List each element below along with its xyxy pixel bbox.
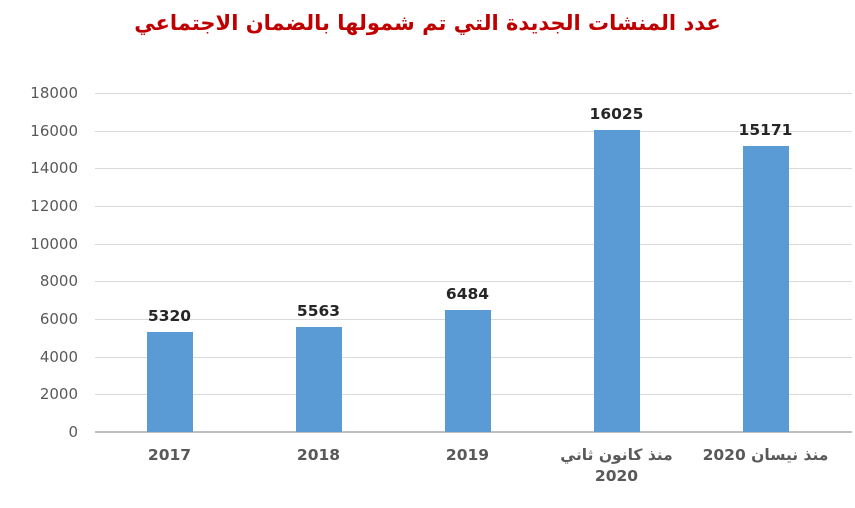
- gridline: [95, 281, 852, 283]
- bar-column: 16025: [542, 93, 691, 432]
- gridline: [95, 93, 852, 94]
- bar-منذ نيسان 2020: [742, 146, 789, 432]
- x-tick-label-line: منذ نيسان 2020: [702, 446, 829, 464]
- x-tick-label-line: 2018: [296, 446, 341, 464]
- y-tick-label: 10000: [30, 234, 78, 253]
- y-tick-label: 14000: [30, 159, 78, 178]
- gridline: [95, 168, 852, 170]
- x-tick-label: منذ نيسان 2020: [691, 445, 840, 487]
- x-tick-label: 2018: [244, 445, 393, 487]
- bar-column: 5563: [244, 93, 393, 432]
- y-tick-label: 6000: [39, 310, 78, 328]
- y-axis-labels: 0 2000 4000 6000 8000 10000 12000 14000 16000 180…: [3, 84, 78, 441]
- gridline: [95, 206, 852, 207]
- bar-2019: [444, 309, 491, 432]
- data-label: 5563: [296, 302, 341, 321]
- data-label: 5320: [147, 306, 192, 325]
- x-tick-label-line: منذ كانون ثاني: [560, 446, 673, 464]
- data-label: 15171: [738, 121, 793, 140]
- bar-منذ كانون ثاني 2020: [593, 130, 640, 432]
- data-label: 6484: [445, 284, 490, 303]
- y-tick-label: 18000: [30, 84, 78, 102]
- y-tick-label: 4000: [39, 347, 78, 366]
- x-tick-label-line: 2017: [147, 446, 192, 464]
- bar-2017: [146, 331, 193, 432]
- x-tick-label-line: 2020: [594, 467, 639, 485]
- y-tick-label: 2000: [39, 385, 78, 404]
- chart-title: عدد المنشات الجديدة التي تم شمولها بالضم…: [134, 11, 721, 35]
- x-tick-label-line: 2019: [445, 446, 490, 464]
- x-tick-label: 2017: [95, 445, 244, 487]
- plot-area: 0 2000 4000 6000 8000 10000 12000 14000 16000 180…: [30, 84, 852, 485]
- data-label: 16025: [589, 105, 644, 124]
- gridline: [95, 243, 852, 245]
- gridline: [95, 130, 852, 132]
- x-tick-label: منذ كانون ثاني 2020: [542, 445, 691, 487]
- x-axis-labels: 2017 2018 2019 منذ كانون ثاني 2020 منذ نيسان …: [95, 445, 840, 487]
- x-axis-line: [95, 431, 852, 433]
- y-tick-label: 16000: [30, 121, 78, 140]
- bars-area: 5320 5563 6484 16025 15171: [95, 93, 840, 432]
- y-tick-label: 12000: [30, 197, 78, 215]
- y-tick-label: 8000: [39, 272, 78, 291]
- bar-column: 5320: [95, 93, 244, 432]
- x-tick-label: 2019: [393, 445, 542, 487]
- bar-2018: [295, 327, 342, 432]
- bar-column: 6484: [393, 93, 542, 432]
- y-tick-label: 0: [68, 423, 78, 441]
- bar-column: 15171: [691, 93, 840, 432]
